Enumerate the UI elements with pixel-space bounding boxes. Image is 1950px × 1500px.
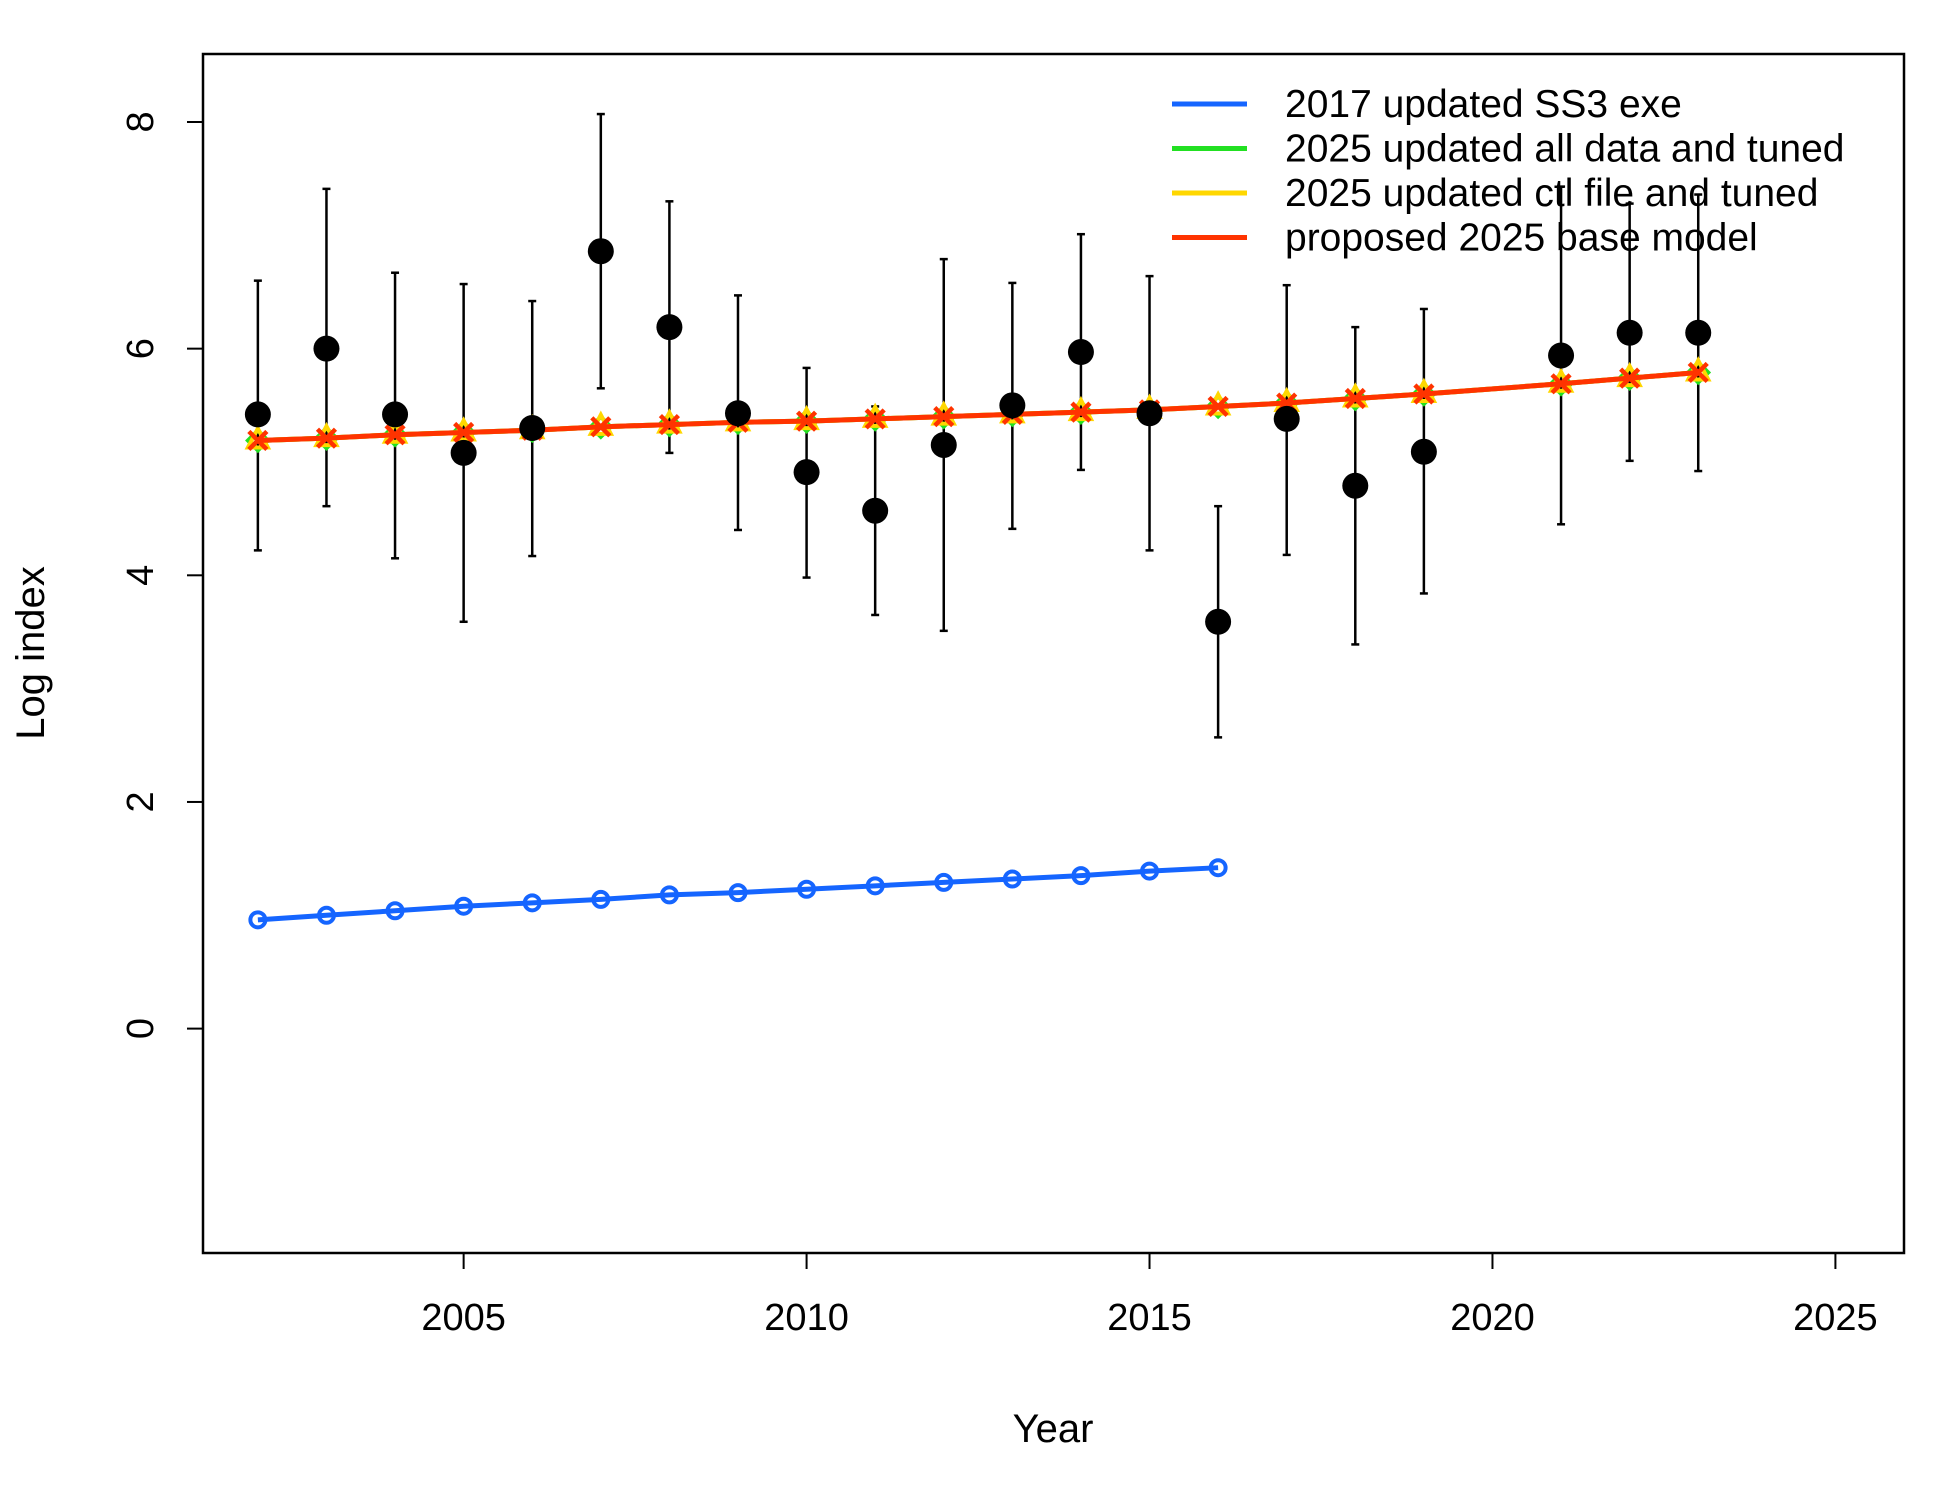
y-tick-label: 8 (120, 111, 162, 132)
series-proposed-2025-base-model-point (384, 424, 406, 446)
series-proposed-2025-base-model-point (1413, 383, 1435, 405)
marker-stroke (1687, 361, 1709, 384)
series-2017-updated-ss3-exe-point (522, 893, 542, 913)
observed-point (313, 335, 340, 362)
series-2017-updated-ss3-exe-point (865, 876, 885, 896)
legend-label: 2017 updated SS3 exe (1285, 83, 1682, 126)
marker-stroke (384, 424, 406, 446)
y-axis: 0 2 4 6 8 (120, 111, 204, 1039)
observed-point (656, 314, 683, 341)
observed-point (862, 497, 889, 524)
marker-stroke (1070, 401, 1092, 423)
observed-point (724, 400, 751, 427)
marker-stroke (1344, 387, 1366, 410)
y-tick-label: 4 (120, 565, 162, 586)
observed-point (793, 459, 820, 486)
observed-point (999, 392, 1026, 419)
observed-point (519, 414, 546, 441)
observed-points-group (244, 238, 1712, 635)
observed-point (382, 401, 409, 428)
series-2017-updated-ss3-exe-point (1002, 869, 1022, 889)
observed-point (244, 401, 271, 428)
observed-point (1205, 608, 1232, 635)
y-tick-label: 6 (120, 338, 162, 359)
series-2017-updated-ss3-exe-point (728, 883, 748, 903)
series-2017-updated-ss3-exe-point (248, 910, 268, 930)
series-2017-updated-ss3-exe-point (1071, 866, 1091, 886)
series-2017-updated-ss3-exe-point (1140, 861, 1160, 881)
series-proposed-2025-base-model-point (1687, 361, 1709, 384)
x-tick-label: 2010 (764, 1297, 849, 1339)
series-2017-updated-ss3-exe (248, 858, 1228, 930)
series-proposed-2025-base-model-point (795, 410, 818, 432)
legend-label: 2025 updated all data and tuned (1285, 128, 1845, 171)
marker-stroke (1550, 373, 1572, 395)
series-2017-updated-ss3-exe-point (591, 889, 611, 909)
series-proposed-2025-base-model-point (1070, 401, 1092, 423)
marker-stroke (795, 410, 818, 432)
observed-point (1410, 438, 1437, 465)
x-tick-label: 2015 (1107, 1297, 1192, 1339)
observed-point (1685, 319, 1712, 346)
series-2017-updated-ss3-exe-point (659, 885, 679, 905)
marker-stroke (1207, 395, 1229, 418)
y-tick-label: 0 (120, 1018, 162, 1039)
series-2017-updated-ss3-exe-point (454, 896, 474, 916)
series-proposed-2025-base-model-point (933, 406, 955, 428)
series-2017-updated-ss3-exe-line (257, 865, 1219, 923)
observed-point (1136, 400, 1163, 427)
series-proposed-2025-base-model-point (1550, 373, 1572, 395)
series-proposed-2025-base-model-point (315, 427, 338, 449)
x-tick-label: 2025 (1793, 1297, 1878, 1339)
marker-stroke (864, 408, 886, 430)
series-proposed-2025-base-model-point (1344, 387, 1366, 410)
series-proposed-2025-base-model-point (658, 413, 680, 436)
series-proposed-2025-base-model-point (453, 421, 475, 444)
series-proposed-2025-base-model-point (1619, 367, 1641, 389)
marker-stroke (1413, 383, 1435, 405)
x-tick-label: 2005 (421, 1297, 506, 1339)
series-proposed-2025-base-model-point (864, 408, 886, 430)
marker-stroke (658, 413, 680, 436)
series-2017-updated-ss3-exe-point (1208, 858, 1228, 878)
series-2017-updated-ss3-exe-point (797, 879, 817, 899)
series-2017-updated-ss3-exe-point (316, 905, 336, 925)
legend-label: 2025 updated ctl file and tuned (1285, 172, 1818, 215)
observed-point (450, 439, 477, 466)
x-axis: 2005 2010 2015 2020 2025 (421, 1252, 1878, 1339)
observed-point (587, 238, 614, 265)
series-2017-updated-ss3-exe-point (385, 901, 405, 921)
y-axis-title: Log index (9, 566, 53, 739)
observed-point (1342, 472, 1369, 499)
marker-stroke (247, 429, 269, 452)
observed-point (1616, 319, 1643, 346)
series-proposed-2025-base-model-point (590, 416, 612, 438)
observed-point (1067, 339, 1094, 366)
marker-stroke (590, 416, 612, 438)
series-proposed-2025-base-model-point (247, 429, 269, 452)
marker-stroke (933, 406, 955, 428)
series-proposed-2025-base-model-point (1207, 395, 1229, 418)
series-2017-updated-ss3-exe-point (934, 872, 954, 892)
marker-stroke (315, 427, 338, 449)
x-tick-label: 2020 (1450, 1297, 1535, 1339)
legend-label: proposed 2025 base model (1285, 217, 1758, 260)
x-axis-title: Year (1013, 1407, 1094, 1451)
observed-point (930, 431, 957, 458)
marker-stroke (1619, 367, 1641, 389)
marker-stroke (453, 421, 475, 444)
observed-point (1273, 405, 1300, 432)
y-tick-label: 2 (120, 791, 162, 812)
observed-point (1548, 342, 1575, 369)
